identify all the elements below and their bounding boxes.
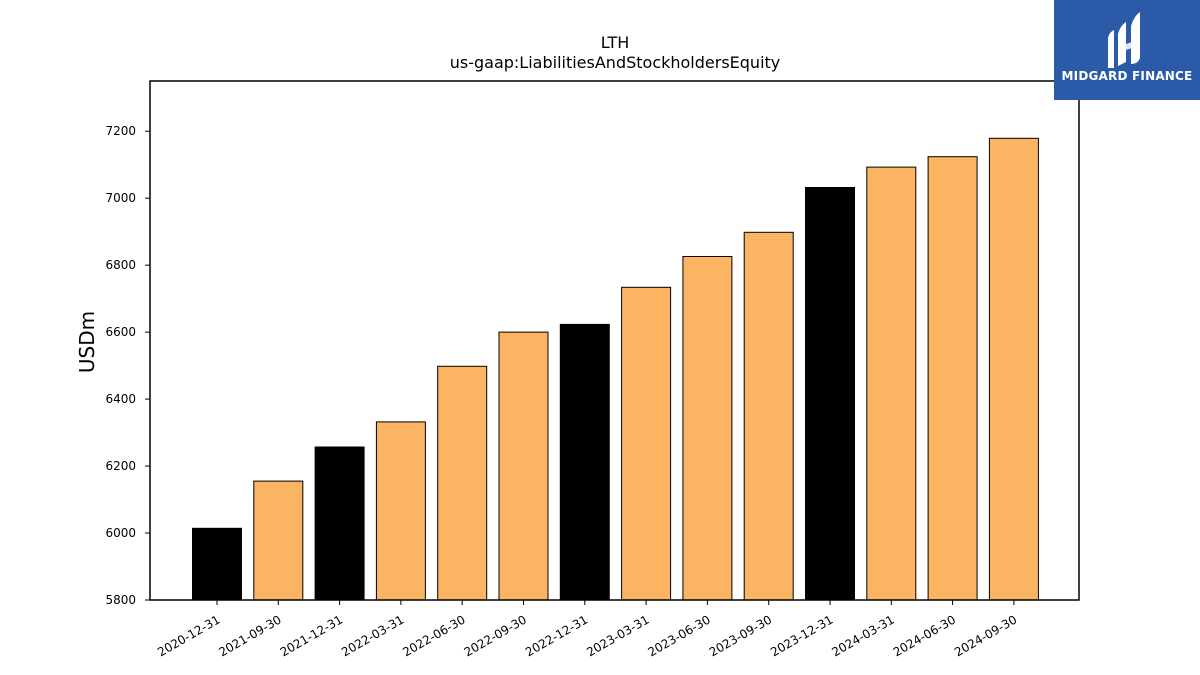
brand-name: MIDGARD FINANCE: [1061, 69, 1193, 83]
bar-2024-09-30: [988, 137, 1039, 601]
bar-2023-06-30: [682, 256, 733, 601]
y-tick-label: 7200: [105, 124, 136, 138]
bar-2024-03-31: [866, 166, 917, 601]
x-tick-label: 2023-12-31: [768, 612, 835, 659]
bar-2022-03-31: [375, 421, 426, 601]
x-tick-label: 2022-03-31: [339, 612, 406, 659]
y-tick-label: 6400: [105, 392, 136, 406]
x-tick-label: 2023-03-31: [584, 612, 651, 659]
x-tick-label: 2021-12-31: [278, 612, 345, 659]
bar-2022-12-31: [559, 323, 610, 601]
x-tick-label: 2022-09-30: [462, 612, 529, 659]
x-tick-label: 2022-12-31: [523, 612, 590, 659]
y-tick-label: 6600: [105, 325, 136, 339]
x-tick-label: 2023-06-30: [645, 612, 712, 659]
bar-2022-06-30: [437, 365, 488, 601]
x-tick-label: 2021-09-30: [216, 612, 283, 659]
bar-2021-09-30: [253, 480, 304, 601]
bar-2023-09-30: [743, 231, 794, 601]
y-tick-label: 6000: [105, 526, 136, 540]
bars-group: [192, 137, 1039, 601]
y-tick-label: 7000: [105, 191, 136, 205]
x-tick-label: 2024-06-30: [891, 612, 958, 659]
x-tick-label: 2024-03-31: [829, 612, 896, 659]
x-axis-ticks: 2020-12-312021-09-302021-12-312022-03-31…: [155, 600, 1019, 659]
x-tick-label: 2020-12-31: [155, 612, 222, 659]
y-tick-label: 6200: [105, 459, 136, 473]
x-tick-label: 2024-09-30: [952, 612, 1019, 659]
brand-logo: MIDGARD FINANCE: [1054, 0, 1200, 100]
bar-2024-06-30: [927, 156, 978, 601]
plot-frame: [149, 80, 1080, 601]
y-axis-ticks: 5800 6000 6200 6400 6600 6800 7000 7200: [105, 124, 150, 607]
bar-2022-09-30: [498, 331, 549, 601]
bar-2023-12-31: [805, 187, 855, 601]
chart-title: LTH: [601, 33, 630, 52]
bar-2023-03-31: [621, 286, 672, 601]
x-tick-label: 2022-06-30: [400, 612, 467, 659]
chart-subtitle: us-gaap:LiabilitiesAndStockholdersEquity: [450, 53, 781, 72]
y-tick-label: 6800: [105, 258, 136, 272]
x-tick-label: 2023-09-30: [707, 612, 774, 659]
bar-2021-12-31: [314, 446, 365, 601]
y-axis-label: USDm: [75, 311, 99, 373]
bar-2020-12-31: [192, 527, 242, 601]
y-tick-label: 5800: [105, 593, 136, 607]
logo-mark-icon: [1054, 0, 1200, 100]
